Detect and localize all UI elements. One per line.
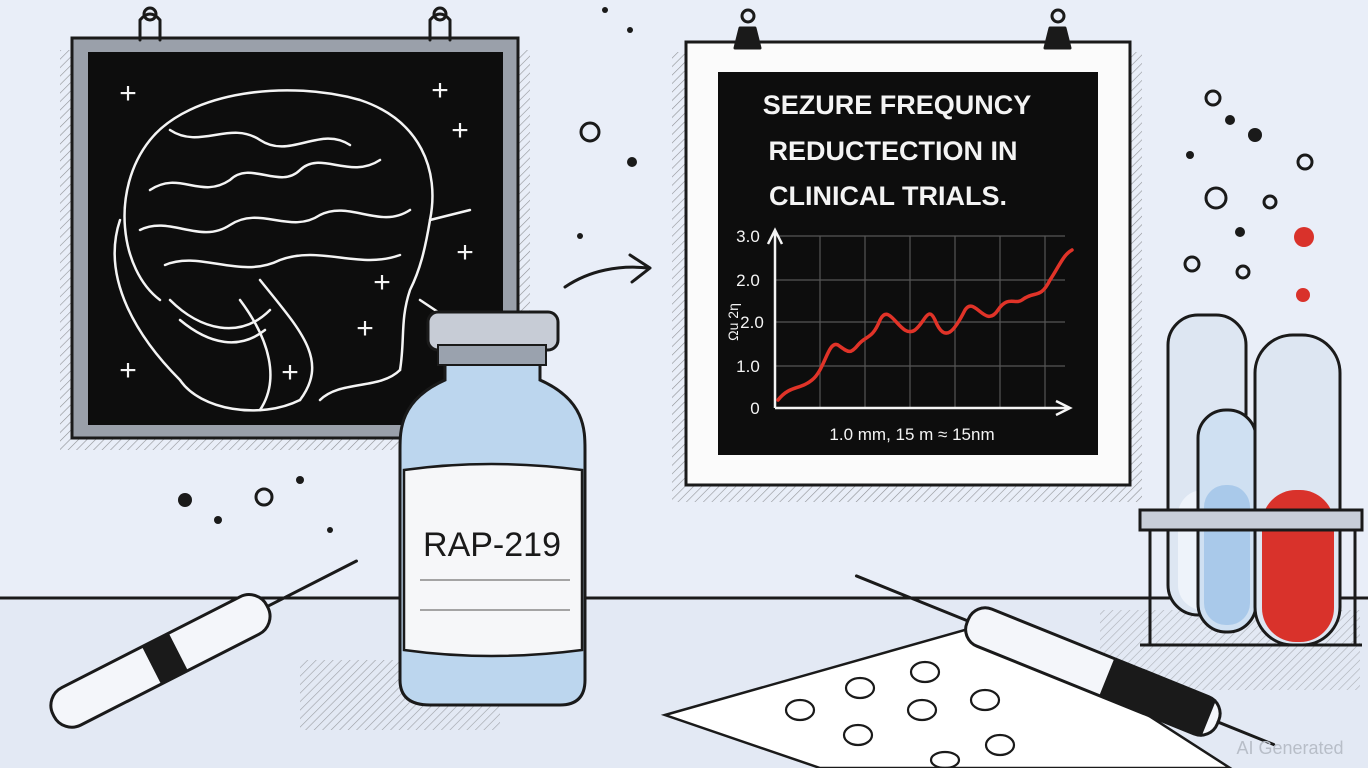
test-tubes (1100, 313, 1364, 690)
shape-circle (214, 516, 222, 524)
watermark: AI Generated (1236, 738, 1343, 758)
shape-circle (1225, 115, 1235, 125)
syringe-left (49, 559, 358, 729)
shape-text: + (356, 312, 374, 345)
shape-circle (1186, 151, 1194, 159)
poster-line (776, 248, 1074, 402)
shape-circle (1296, 153, 1314, 171)
shape-rect (1099, 658, 1217, 737)
shape-path (113, 218, 402, 412)
shape-g: SEZURE FREQUNCY REDUCTECTION IN CLINICAL… (763, 90, 1032, 211)
chart-poster: SEZURE FREQUNCY REDUCTECTION IN CLINICAL… (672, 8, 1142, 502)
red-dot (1294, 227, 1314, 247)
shape-path (168, 298, 272, 344)
shape-path (1138, 508, 1364, 647)
poster-title: CLINICAL TRIALS. (769, 181, 1007, 211)
shape-line (265, 559, 358, 608)
shape-path (402, 462, 584, 658)
vial-label: RAP-219 (423, 526, 561, 564)
shape-rect (1204, 485, 1250, 625)
shape-line (854, 574, 970, 623)
shape-line (1216, 720, 1276, 747)
shape-circle (327, 527, 333, 533)
shape-path (163, 253, 402, 269)
shape-circle (1235, 227, 1245, 237)
poster-title: SEZURE FREQUNCY (763, 90, 1032, 120)
shape-circle (1248, 128, 1262, 142)
shape-g (138, 6, 452, 42)
shape-rect (437, 344, 547, 366)
shape-text: + (431, 74, 449, 107)
shape-circle (432, 6, 448, 22)
red-dot (1296, 288, 1310, 302)
shape-g: 3.0 2.0 2.0 1.0 0 Ωu 2ƞ 1.0 mm, 15 m ≈ 1… (725, 227, 995, 444)
shape-g (784, 660, 1016, 768)
shape-circle (577, 233, 583, 239)
shape-circle (740, 8, 756, 24)
shape-path (428, 12, 452, 42)
syringe-right (854, 574, 1276, 747)
shape-path (168, 128, 352, 148)
poster-axes (766, 227, 1073, 417)
dots (178, 7, 1262, 533)
shape-ellipse (969, 688, 1001, 712)
shape-g (733, 8, 1072, 50)
shape-path (123, 89, 434, 372)
shape-circle (1050, 8, 1066, 24)
shape-circle (296, 476, 304, 484)
shape-path (138, 12, 162, 42)
shape-ellipse (909, 660, 941, 684)
shape-ellipse (929, 750, 961, 768)
shape-circle (1262, 194, 1278, 210)
shape-path (138, 208, 412, 234)
shape-path (733, 26, 762, 50)
shape-ellipse (844, 676, 876, 700)
shape-path (1043, 26, 1072, 50)
shape-text: + (119, 354, 137, 387)
vial: RAP-219 (300, 310, 587, 730)
shape-circle (1235, 264, 1251, 280)
shape-circle (1183, 255, 1201, 273)
shape-text: + (373, 266, 391, 299)
poster-y-label: 1.0 (736, 357, 760, 376)
shape-circle (254, 487, 274, 507)
rings (254, 89, 1314, 507)
paper (660, 618, 1233, 768)
shape-text: + (456, 236, 474, 269)
shape-ellipse (906, 698, 938, 722)
shape-circle (178, 493, 192, 507)
poster-y-label: 2.0 (736, 271, 760, 290)
shape-text: + (281, 356, 299, 389)
shape-rect (142, 633, 188, 685)
poster-y-label: 2.0 (740, 313, 764, 332)
shape-circle (1204, 89, 1222, 107)
shape-rect (718, 72, 1098, 455)
poster-y-title: Ωu 2ƞ (725, 303, 741, 341)
shape-text: + (119, 77, 137, 110)
poster-title: REDUCTECTION IN (769, 136, 1018, 166)
poster-y-label: 0 (750, 399, 759, 418)
shape-path (660, 618, 1233, 768)
shape-circle (602, 7, 608, 13)
shape-text: + (451, 114, 469, 147)
shape-g: + ++ +++ ++ (119, 74, 474, 389)
arrow (563, 253, 652, 289)
shape-path (238, 278, 314, 412)
shape-circle (579, 121, 601, 143)
shape-rect (88, 52, 503, 425)
shape-ellipse (984, 733, 1016, 757)
shape-circle (627, 27, 633, 33)
shape-ellipse (784, 698, 816, 722)
poster-y-label: 3.0 (736, 227, 760, 246)
shape-circle (142, 6, 158, 22)
shape-circle (1204, 186, 1228, 210)
shape-ellipse (842, 723, 874, 747)
poster-x-label: 1.0 mm, 15 m ≈ 15nm (829, 425, 994, 444)
shape-circle (627, 157, 637, 167)
shape-path (148, 158, 382, 192)
